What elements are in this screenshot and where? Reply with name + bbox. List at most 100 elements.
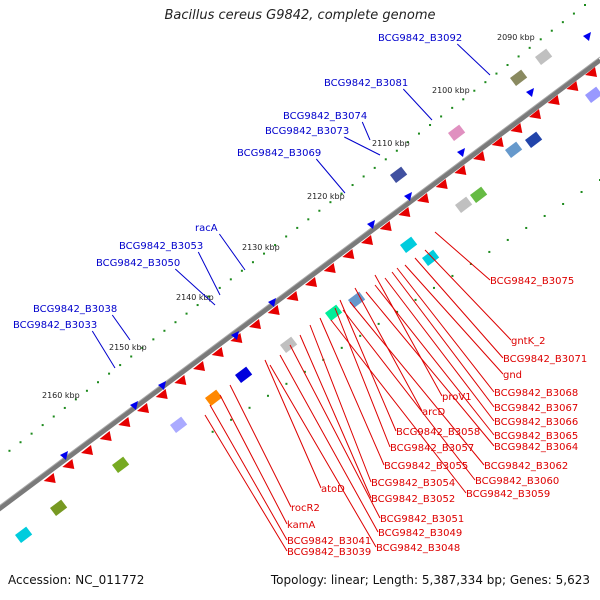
lower-feature-label: BCG9842_B3068 [494, 388, 578, 399]
tick-dot [572, 12, 575, 15]
gene-block [235, 366, 253, 383]
feature-arrow [379, 221, 392, 231]
upper-feature-label: BCG9842_B3074 [283, 111, 367, 122]
tick-dot [229, 278, 232, 281]
inner-dot [488, 250, 491, 253]
accession-text: Accession: NC_011772 [8, 573, 145, 587]
gene-block [422, 249, 440, 266]
scale-tick-label: 2130 kbp [242, 243, 280, 252]
gene-block [170, 416, 188, 433]
feature-arrow-blue [60, 451, 68, 460]
scale-tick-label: 2140 kbp [176, 293, 214, 302]
lower-feature-label: BCG9842_B3064 [494, 442, 578, 453]
gene-block [448, 124, 466, 141]
inner-dot [396, 310, 399, 313]
tick-dot [395, 149, 398, 152]
tick-dot [318, 209, 321, 212]
lower-feature-label: BCG9842_B3066 [494, 417, 578, 428]
feature-arrow [491, 137, 504, 147]
feature-arrow-blue [457, 148, 465, 157]
lower-feature-label: kamA [287, 520, 315, 531]
tick-dot [218, 286, 221, 289]
tick-dot [406, 141, 409, 144]
lower-feature-label: BCG9842_B3057 [390, 443, 474, 454]
lower-feature-label: BCG9842_B3049 [378, 528, 462, 539]
feature-arrow [361, 235, 373, 245]
upper-leader-line [218, 233, 246, 271]
tick-dot [484, 81, 487, 84]
tick-dot [240, 269, 243, 272]
lower-leader-line [424, 249, 512, 341]
lower-feature-label: gnd [503, 370, 522, 381]
feature-arrow [249, 319, 261, 329]
lower-feature-label: arcD [422, 407, 446, 418]
gene-block [535, 48, 553, 65]
feature-arrow [43, 473, 56, 483]
lower-leader-line [319, 317, 385, 466]
scale-tick-label: 2120 kbp [307, 192, 345, 201]
tick-dot [584, 4, 586, 6]
feature-arrow-blue [231, 331, 239, 340]
lower-feature-label: proV1 [442, 392, 472, 403]
tick-dot [8, 449, 11, 452]
lower-leader-line [289, 344, 381, 519]
inner-dot [506, 238, 509, 241]
gene-block [585, 86, 600, 103]
upper-feature-label: BCG9842_B3081 [324, 78, 408, 89]
genome-summary-text: Topology: linear; Length: 5,387,334 bp; … [270, 573, 590, 587]
feature-arrow-blue [158, 381, 166, 390]
upper-feature-label: BCG9842_B3053 [119, 241, 203, 252]
lower-feature-label: BCG9842_B3054 [371, 478, 455, 489]
upper-feature-label: BCG9842_B3050 [96, 258, 180, 269]
lower-leader-line [219, 394, 288, 525]
lower-feature-label: BCG9842_B3039 [287, 547, 371, 558]
genome-backbone-highlight [0, 56, 600, 506]
feature-arrow [81, 445, 93, 455]
lower-leader-line [330, 319, 467, 494]
tick-dot [351, 184, 354, 187]
upper-feature-label: BCG9842_B3069 [237, 148, 321, 159]
gene-block [400, 236, 418, 253]
feature-arrow [473, 151, 485, 161]
lower-feature-label: BCG9842_B3052 [371, 494, 455, 505]
feature-arrow [305, 277, 317, 287]
gene-block [14, 526, 33, 543]
inner-dot [359, 334, 362, 337]
lower-leader-line [404, 264, 504, 375]
inner-dot [230, 418, 233, 421]
tick-dot [473, 89, 476, 92]
lower-feature-label: BCG9842_B3065 [494, 431, 578, 442]
lower-leader-line [269, 364, 377, 548]
gene-block [390, 166, 408, 183]
scale-tick-label: 2160 kbp [42, 391, 80, 400]
inner-dot [562, 202, 565, 205]
tick-dot [185, 312, 188, 315]
inner-dot [414, 298, 417, 301]
lower-feature-label: BCG9842_B3041 [287, 536, 371, 547]
scale-tick-label: 2100 kbp [432, 86, 470, 95]
upper-feature-label: BCG9842_B3038 [33, 304, 117, 315]
lower-leader-line [299, 334, 372, 499]
feature-arrow [566, 81, 579, 91]
tick-dot [119, 364, 122, 367]
feature-arrow [267, 305, 280, 315]
lower-feature-label: BCG9842_B3060 [475, 476, 559, 487]
tick-dot [152, 338, 155, 341]
inner-dot [432, 286, 435, 289]
feature-arrow [193, 361, 205, 371]
inner-dot [266, 394, 269, 397]
feature-arrow [342, 249, 355, 259]
feature-arrow [454, 165, 467, 175]
feature-arrow [585, 67, 597, 77]
feature-arrow [435, 179, 448, 189]
tick-dot [451, 106, 454, 109]
feature-arrow-blue [526, 88, 534, 97]
upper-feature-label: BCG9842_B3092 [378, 33, 462, 44]
lower-leader-line [365, 291, 495, 447]
tick-dot [141, 346, 144, 349]
inner-dot [248, 406, 251, 409]
lower-feature-label: atoD [321, 484, 345, 495]
feature-arrow [211, 347, 224, 357]
lower-feature-label: BCG9842_B3059 [466, 489, 550, 500]
lower-feature-label: gntK_2 [511, 336, 546, 347]
